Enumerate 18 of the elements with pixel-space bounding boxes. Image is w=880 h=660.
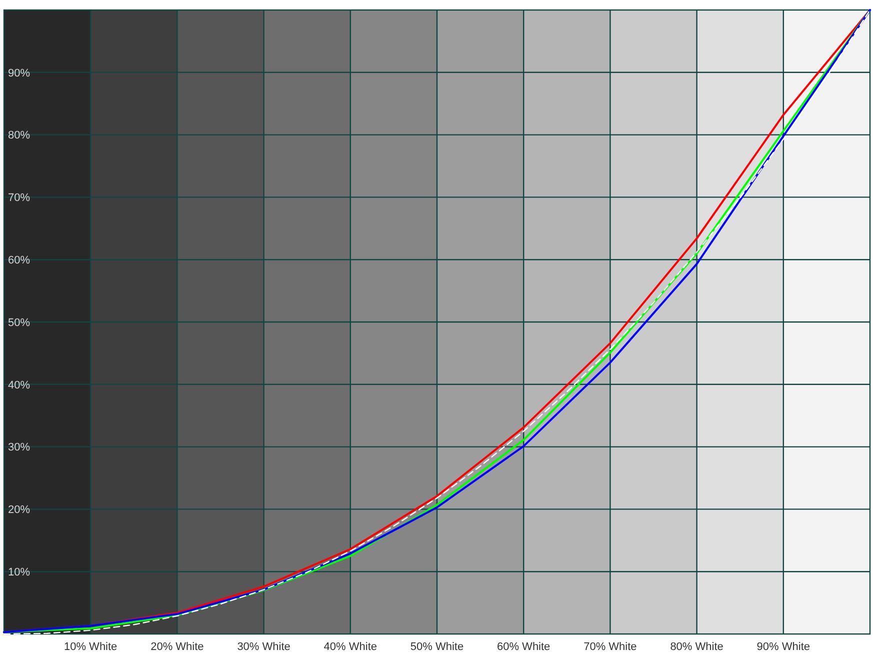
x-tick-label: 80% White (670, 641, 724, 653)
y-tick-label: 80% (8, 130, 30, 142)
y-tick-label: 60% (8, 254, 30, 266)
y-tick-label: 20% (8, 504, 30, 516)
x-tick-label: 90% White (756, 641, 810, 653)
y-tick-label: 10% (8, 566, 30, 578)
y-tick-label: 50% (8, 316, 30, 329)
y-tick-label: 90% (8, 67, 30, 80)
y-tick-label: 40% (8, 379, 30, 392)
x-tick-label: 20% White (150, 641, 204, 653)
x-tick-label: 40% White (324, 641, 377, 653)
x-tick-label: 10% White (64, 641, 118, 653)
y-tick-label: 30% (8, 442, 30, 454)
x-tick-label: 70% White (584, 641, 637, 653)
y-tick-label: 70% (8, 192, 30, 204)
x-tick-label: 60% White (497, 641, 550, 653)
x-tick-label: 30% White (237, 641, 290, 653)
x-tick-label: 50% White (410, 641, 464, 653)
